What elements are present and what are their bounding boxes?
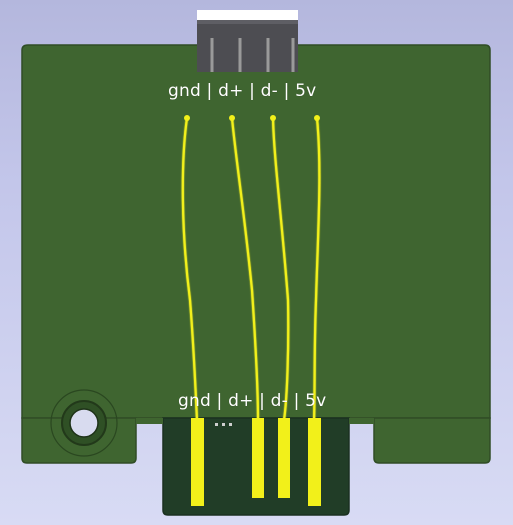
silk-marks [215,423,232,426]
pad-5v [308,418,321,506]
pad-d-plus [252,418,264,498]
vias [184,115,320,121]
trace-d-plus [230,116,260,422]
mounting-hole [50,389,118,457]
pad-gnd [191,418,204,506]
board-bridge [349,418,374,424]
pcb-right-tab [373,417,491,464]
pad-d-minus [278,418,290,498]
board-bridge [136,418,163,424]
top-pin-label: gnd | d+ | d- | 5v [168,81,317,101]
trace-5v [312,116,321,422]
copper-traces [181,116,321,422]
edge-pin-label: gnd | d+ | d- | 5v [178,391,327,411]
edge-connector-pads [191,418,321,506]
trace-d-minus [271,116,290,422]
usb-pin-header [197,10,298,72]
trace-gnd [181,116,199,422]
